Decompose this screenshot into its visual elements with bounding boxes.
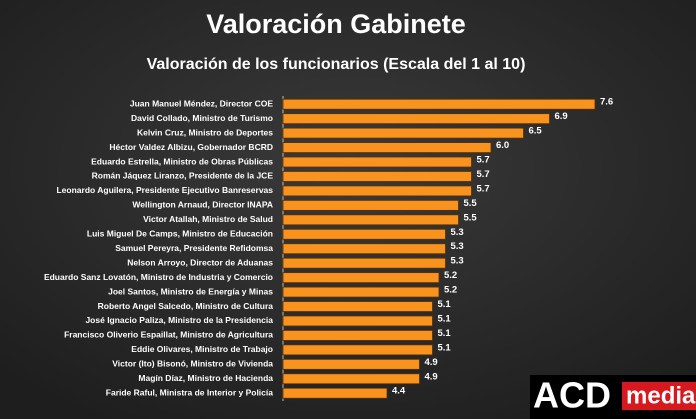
value-label: 5.7: [477, 169, 490, 180]
category-label: Victor Atallah, Ministro de Salud: [143, 214, 273, 224]
bar: [282, 272, 440, 284]
value-label: 6.0: [496, 140, 509, 151]
chart-title: Valoración Gabinete: [206, 9, 466, 39]
bar: [282, 127, 524, 139]
bar: [282, 98, 596, 110]
value-label: 5.7: [477, 183, 490, 194]
value-label: 5.3: [451, 256, 464, 267]
bar: [282, 171, 472, 182]
value-label: 5.1: [438, 328, 452, 339]
bar: [282, 156, 472, 168]
logo: ACD media: [530, 375, 696, 419]
bar: [282, 214, 459, 226]
value-label: 5.3: [451, 241, 464, 252]
category-label: José Ignacio Paliza, Ministro de la Pres…: [85, 315, 273, 325]
category-label: Faride Raful, Ministra de Interior y Pol…: [106, 387, 273, 397]
category-label: Eddie Olivares, Ministro de Trabajo: [131, 344, 273, 354]
category-label: Nelson Arroyo, Director de Aduanas: [127, 257, 273, 267]
value-label: 5.5: [464, 212, 478, 223]
category-label: Victor (Ito) Bisonó, Ministro de Viviend…: [112, 359, 273, 369]
value-label: 4.4: [392, 386, 406, 397]
bar: [282, 228, 446, 240]
bar: [282, 286, 440, 298]
category-label: Román Jáquez Liranzo, Presidente de la J…: [92, 171, 274, 181]
bar: [282, 142, 492, 153]
chart-subtitle: Valoración de los funcionarios (Escala d…: [147, 56, 526, 73]
category-label: Joel Santos, Ministro de Energía y Minas: [108, 286, 273, 296]
category-label: David Collado, Ministro de Turismo: [131, 113, 273, 123]
value-label: 5.1: [438, 299, 452, 310]
category-label: Juan Manuel Méndez, Director COE: [130, 98, 273, 108]
logo-red: [622, 382, 696, 410]
value-label: 4.9: [425, 357, 438, 368]
category-label: Kelvin Cruz, Ministro de Deportes: [137, 127, 273, 137]
value-label: 6.5: [529, 126, 543, 137]
logo-text: media: [626, 382, 696, 409]
category-label: Wellington Arnaud, Director INAPA: [132, 200, 273, 210]
bar: [282, 315, 433, 327]
value-label: 5.2: [444, 285, 457, 296]
category-label: Francisco Oliverio Espaillat, Ministro d…: [64, 330, 273, 340]
bar: [282, 358, 420, 370]
category-label: Magín Díaz, Ministro de Hacienda: [138, 373, 273, 383]
bar: [282, 344, 433, 356]
bar: [282, 373, 420, 385]
category-label: Luis Miguel De Camps, Ministro de Educac…: [87, 229, 273, 239]
bar: [282, 199, 459, 211]
value-label: 5.1: [438, 313, 452, 324]
category-label: Héctor Valdez Albizu, Gobernador BCRD: [109, 142, 273, 152]
value-label: 5.3: [451, 227, 464, 238]
bar: [282, 257, 446, 269]
bar: [282, 113, 550, 125]
bar: [282, 330, 433, 341]
value-label: 7.6: [600, 97, 613, 108]
value-label: 5.2: [444, 270, 457, 281]
bar: [282, 387, 388, 399]
category-label: Eduardo Sanz Lovatón, Ministro de Indust…: [44, 272, 273, 282]
bar: [282, 243, 446, 255]
value-label: 5.7: [477, 155, 490, 166]
bar: [282, 301, 433, 312]
category-label: Eduardo Estrella, Ministro de Obras Públ…: [91, 156, 273, 166]
bar: [282, 185, 472, 197]
logo-text: ACD: [533, 375, 611, 416]
value-label: 6.9: [555, 111, 568, 122]
category-label: Leonardo Aguilera, Presidente Ejecutivo …: [56, 185, 273, 195]
category-label: Roberto Angel Salcedo, Ministro de Cultu…: [98, 301, 274, 311]
value-label: 5.1: [438, 342, 452, 353]
category-label: Samuel Pereyra, Presidente Refidomsa: [115, 243, 273, 253]
value-label: 5.5: [464, 198, 478, 209]
value-label: 4.9: [425, 371, 438, 382]
